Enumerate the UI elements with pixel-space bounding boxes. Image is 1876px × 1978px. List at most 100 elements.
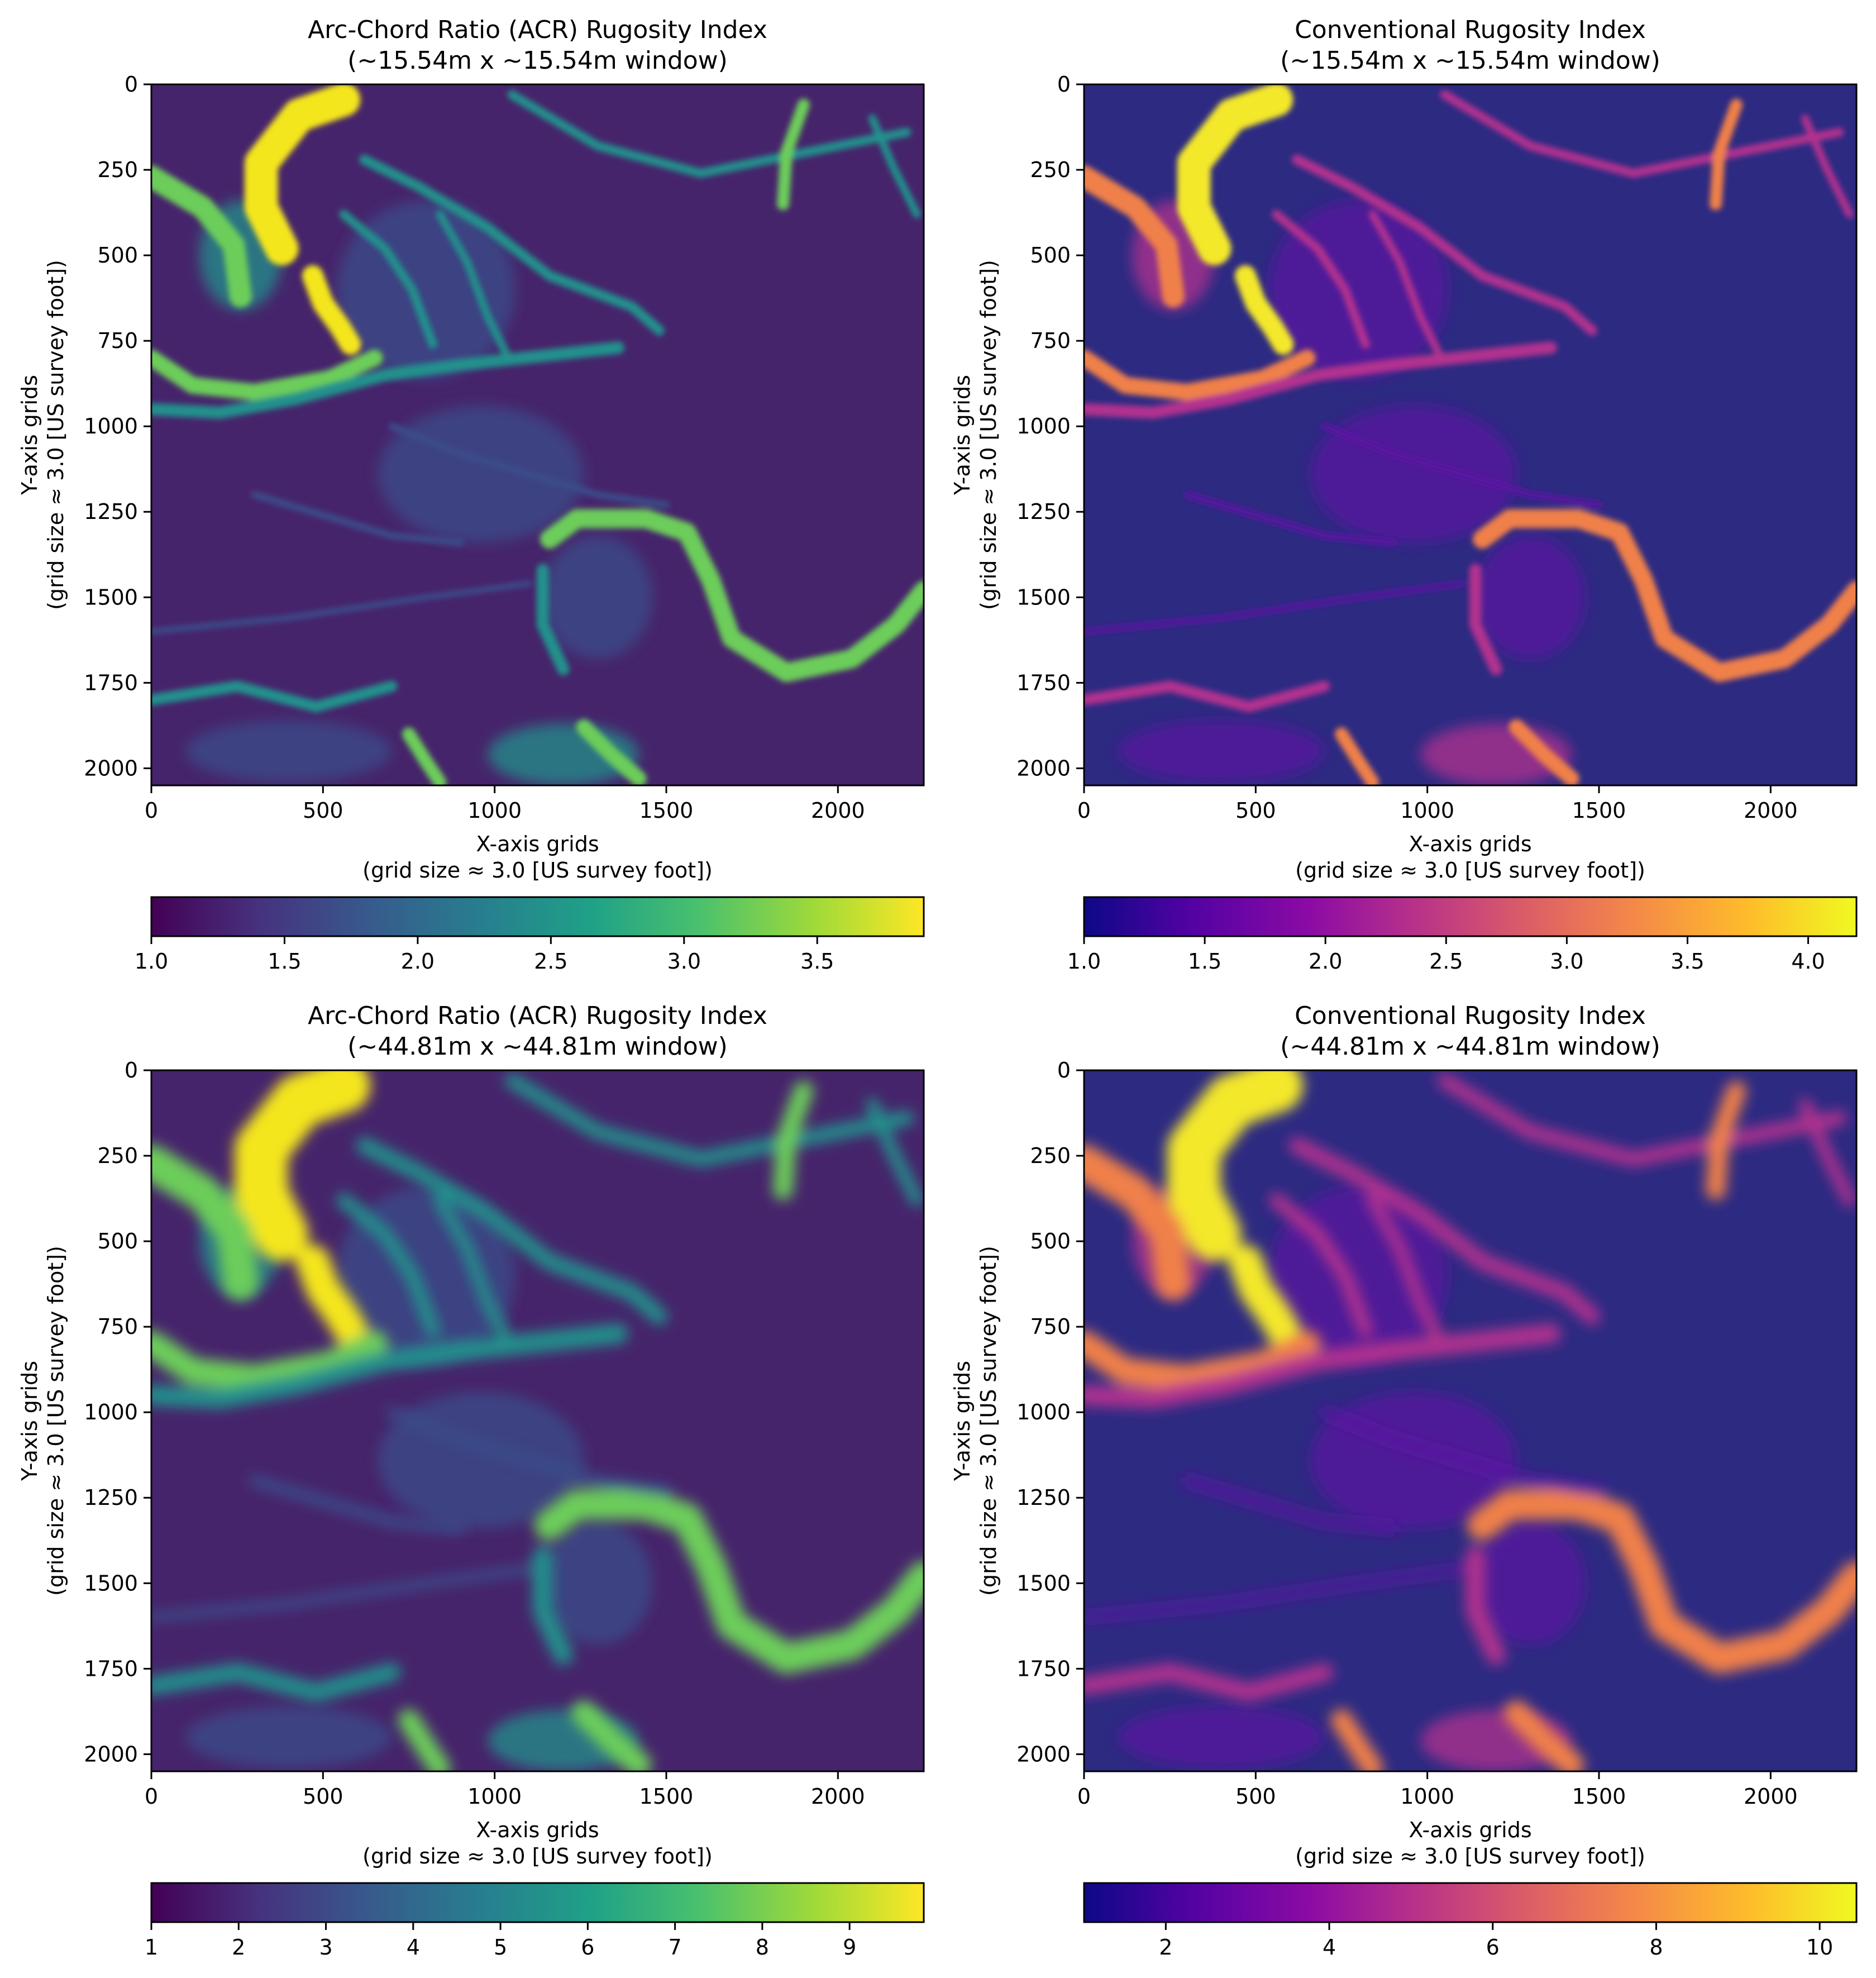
y-axis-label-units: (grid size ≈ 3.0 [US survey foot]) [44, 260, 68, 610]
ridge-feature [386, 1407, 672, 1496]
ridge-feature [151, 1330, 388, 1391]
x-tick-label: 0 [145, 798, 158, 823]
colorbar-tick-label: 3 [319, 1935, 332, 1960]
heatmap-ridges [1084, 84, 1856, 785]
x-tick-label: 0 [145, 1784, 158, 1809]
y-tick-label: 750 [97, 1314, 138, 1339]
ridge-feature [251, 491, 464, 546]
panel-subtitle: (~15.54m x ~15.54m window) [1280, 46, 1660, 75]
ridge-feature [1084, 165, 1185, 308]
ridge-feature [398, 1709, 451, 1771]
ridge-feature [1167, 1070, 1304, 1261]
colorbar-tick-label: 3.5 [1670, 949, 1704, 974]
y-tick-label: 1750 [84, 670, 138, 695]
ridge-feature [151, 165, 252, 308]
y-tick-label: 1500 [84, 1571, 138, 1595]
y-tick-label: 1250 [1016, 1485, 1071, 1510]
ridge-feature [866, 1098, 923, 1207]
y-tick-label: 500 [1030, 1229, 1071, 1253]
ridge-feature [388, 423, 670, 508]
heatmap-image [151, 84, 924, 785]
colorbar-tick-label: 3.0 [1550, 949, 1583, 974]
heatmap-image [151, 1070, 924, 1771]
x-axis-label: X-axis grids [1409, 832, 1531, 856]
heatmap-ridges [151, 1070, 924, 1771]
colorbar [150, 1882, 925, 1923]
y-tick-label: 250 [97, 1143, 138, 1168]
colorbar-tick-label: 6 [581, 1935, 594, 1960]
y-tick-label: 0 [1057, 72, 1071, 97]
axes-frame [1083, 83, 1858, 787]
y-tick-label: 500 [97, 243, 138, 268]
colorbar [1083, 896, 1858, 937]
ridge-feature [868, 115, 921, 218]
panel-title: Conventional Rugosity Index [1295, 16, 1646, 44]
colorbar-tick-label: 1.5 [1188, 949, 1221, 974]
colorbar-tick-label: 2.5 [534, 949, 567, 974]
heatmap-image [1084, 84, 1856, 785]
colorbar [1083, 1882, 1858, 1923]
y-tick-label: 750 [1030, 328, 1071, 353]
ridge-feature [1437, 1073, 1847, 1166]
ridge-feature [1084, 1663, 1334, 1702]
y-tick-label: 1750 [84, 1656, 138, 1681]
texture-patch [1310, 406, 1517, 543]
colorbar-tick-label: 8 [1649, 1935, 1663, 1960]
y-tick-label: 250 [1030, 1143, 1071, 1168]
ridge-feature [1084, 1565, 1467, 1622]
x-tick-label: 1000 [1400, 798, 1454, 823]
texture-patch [542, 536, 653, 659]
panel-title: Arc-Chord Ratio (ACR) Rugosity Index [308, 16, 767, 44]
colorbar-tick-label: 8 [756, 1935, 769, 1960]
ridge-feature [336, 1193, 440, 1338]
colorbar-tick-label: 9 [843, 1935, 856, 1960]
colorbar-tick-label: 2.0 [1309, 949, 1342, 974]
ridge-feature [436, 210, 513, 362]
colorbar-tick-label: 2 [1159, 1935, 1172, 1960]
ridge-feature [244, 84, 361, 265]
ridge-feature [302, 265, 361, 355]
y-axis-label-units: (grid size ≈ 3.0 [US survey foot]) [976, 1246, 1001, 1596]
x-tick-label: 2000 [1744, 1784, 1798, 1809]
ridge-feature [1330, 1709, 1383, 1771]
heatmap-image [1084, 1070, 1856, 1771]
ridge-feature [1469, 564, 1502, 675]
texture-patch [185, 720, 392, 782]
y-tick-label: 1750 [1016, 1656, 1071, 1681]
colorbar-tick-label: 3.0 [667, 949, 701, 974]
panel-title: Arc-Chord Ratio (ACR) Rugosity Index [308, 1002, 767, 1030]
panel-subtitle: (~15.54m x ~15.54m window) [347, 46, 728, 75]
ridge-feature [1269, 1193, 1373, 1338]
ridge-feature [533, 1546, 574, 1665]
y-axis-label: Y-axis grids [17, 1361, 42, 1481]
texture-patch [185, 1706, 392, 1768]
texture-patch [378, 406, 584, 543]
ridge-feature [1084, 1145, 1191, 1300]
heatmap-ridges [1084, 1070, 1856, 1771]
ridge-feature [1084, 1323, 1561, 1409]
ridge-feature [1335, 727, 1379, 785]
ridge-feature [540, 509, 924, 682]
ridge-feature [1177, 84, 1293, 265]
x-tick-label: 2000 [811, 1784, 865, 1809]
y-axis-label: Y-axis grids [950, 375, 975, 495]
y-tick-label: 1000 [1016, 414, 1071, 439]
ridge-feature [433, 1194, 515, 1350]
ridge-feature [1234, 265, 1294, 355]
x-tick-label: 1000 [467, 1784, 522, 1809]
ridge-feature [234, 1070, 371, 1261]
ridge-feature [1181, 1475, 1398, 1534]
y-tick-label: 250 [97, 158, 138, 182]
ridge-feature [1467, 1489, 1856, 1674]
ridge-feature [402, 727, 447, 785]
ridge-feature [1706, 1081, 1746, 1200]
x-tick-label: 2000 [811, 798, 865, 823]
ridge-feature [1183, 491, 1397, 546]
ridge-feature [356, 1137, 668, 1325]
texture-patch [1475, 536, 1586, 659]
y-axis-label: Y-axis grids [17, 375, 42, 495]
x-tick-label: 500 [303, 798, 343, 823]
ridge-feature [339, 209, 437, 349]
y-axis-label-units: (grid size ≈ 3.0 [US survey foot]) [44, 1246, 68, 1596]
